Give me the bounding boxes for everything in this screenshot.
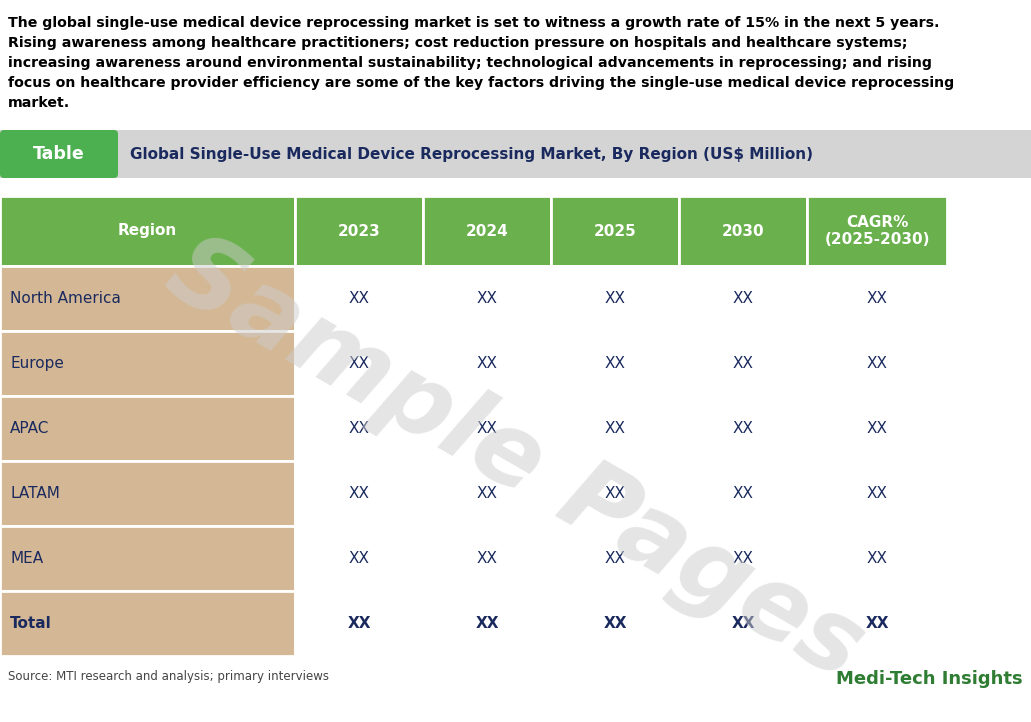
Bar: [679, 526, 807, 591]
Text: XX: XX: [348, 291, 369, 306]
Bar: [423, 331, 551, 396]
Bar: [551, 461, 679, 526]
Bar: [0, 396, 295, 461]
Text: XX: XX: [604, 291, 626, 306]
Text: The global single-use medical device reprocessing market is set to witness a gro: The global single-use medical device rep…: [8, 16, 939, 30]
Text: XX: XX: [476, 551, 498, 566]
Bar: [0, 266, 295, 331]
Bar: [295, 591, 423, 656]
Bar: [551, 591, 679, 656]
Text: XX: XX: [476, 356, 498, 371]
Bar: [423, 266, 551, 331]
Text: XX: XX: [866, 291, 888, 306]
Bar: [551, 396, 679, 461]
Text: XX: XX: [866, 356, 888, 371]
Bar: [295, 266, 423, 331]
Bar: [0, 130, 1031, 178]
Text: Rising awareness among healthcare practitioners; cost reduction pressure on hosp: Rising awareness among healthcare practi…: [8, 36, 907, 50]
Text: XX: XX: [866, 421, 888, 436]
Text: 2025: 2025: [594, 224, 636, 238]
Bar: [295, 331, 423, 396]
Text: Medi-Tech Insights: Medi-Tech Insights: [836, 670, 1023, 688]
Bar: [423, 461, 551, 526]
Text: XX: XX: [732, 291, 754, 306]
Bar: [423, 196, 551, 266]
Text: XX: XX: [604, 421, 626, 436]
Bar: [679, 331, 807, 396]
Text: XX: XX: [475, 616, 499, 631]
Bar: [423, 591, 551, 656]
Bar: [295, 461, 423, 526]
Text: XX: XX: [731, 616, 755, 631]
Text: Global Single-Use Medical Device Reprocessing Market, By Region (US$ Million): Global Single-Use Medical Device Reproce…: [130, 147, 813, 162]
Bar: [679, 461, 807, 526]
Bar: [0, 461, 295, 526]
Text: XX: XX: [604, 356, 626, 371]
Bar: [551, 331, 679, 396]
Text: XX: XX: [476, 291, 498, 306]
Text: 2024: 2024: [466, 224, 508, 238]
Bar: [0, 331, 295, 396]
Bar: [295, 196, 423, 266]
Bar: [295, 526, 423, 591]
Text: XX: XX: [732, 486, 754, 501]
Text: 2030: 2030: [722, 224, 764, 238]
Text: XX: XX: [732, 551, 754, 566]
Text: 2023: 2023: [337, 224, 380, 238]
Text: XX: XX: [348, 486, 369, 501]
Text: XX: XX: [476, 486, 498, 501]
Text: focus on healthcare provider efficiency are some of the key factors driving the : focus on healthcare provider efficiency …: [8, 76, 955, 90]
Bar: [423, 396, 551, 461]
Bar: [679, 591, 807, 656]
Bar: [423, 526, 551, 591]
Bar: [807, 266, 947, 331]
Bar: [679, 266, 807, 331]
FancyBboxPatch shape: [0, 130, 118, 178]
Bar: [679, 396, 807, 461]
Text: XX: XX: [348, 421, 369, 436]
Bar: [551, 266, 679, 331]
Text: XX: XX: [348, 551, 369, 566]
Bar: [807, 591, 947, 656]
Bar: [807, 461, 947, 526]
Bar: [551, 196, 679, 266]
Bar: [0, 526, 295, 591]
Text: Total: Total: [10, 616, 52, 631]
Bar: [807, 396, 947, 461]
Text: Table: Table: [33, 145, 85, 163]
Text: Sample Pages: Sample Pages: [151, 222, 879, 700]
Text: LATAM: LATAM: [10, 486, 60, 501]
Text: Europe: Europe: [10, 356, 64, 371]
Bar: [295, 396, 423, 461]
Text: XX: XX: [604, 486, 626, 501]
Text: increasing awareness around environmental sustainability; technological advancem: increasing awareness around environmenta…: [8, 56, 932, 70]
Bar: [807, 331, 947, 396]
Text: XX: XX: [476, 421, 498, 436]
Text: North America: North America: [10, 291, 121, 306]
Bar: [807, 196, 947, 266]
Bar: [551, 526, 679, 591]
Bar: [807, 526, 947, 591]
Text: CAGR%
(2025-2030): CAGR% (2025-2030): [824, 215, 930, 247]
Text: XX: XX: [347, 616, 371, 631]
Text: Region: Region: [118, 224, 177, 238]
Bar: [0, 196, 295, 266]
Text: APAC: APAC: [10, 421, 49, 436]
Text: MEA: MEA: [10, 551, 43, 566]
Text: XX: XX: [865, 616, 889, 631]
Bar: [0, 591, 295, 656]
Text: XX: XX: [732, 356, 754, 371]
Text: XX: XX: [348, 356, 369, 371]
Text: XX: XX: [732, 421, 754, 436]
Text: XX: XX: [604, 551, 626, 566]
Text: Source: MTI research and analysis; primary interviews: Source: MTI research and analysis; prima…: [8, 670, 329, 683]
Text: XX: XX: [866, 486, 888, 501]
Text: XX: XX: [603, 616, 627, 631]
Text: XX: XX: [866, 551, 888, 566]
Text: market.: market.: [8, 96, 70, 110]
Bar: [679, 196, 807, 266]
